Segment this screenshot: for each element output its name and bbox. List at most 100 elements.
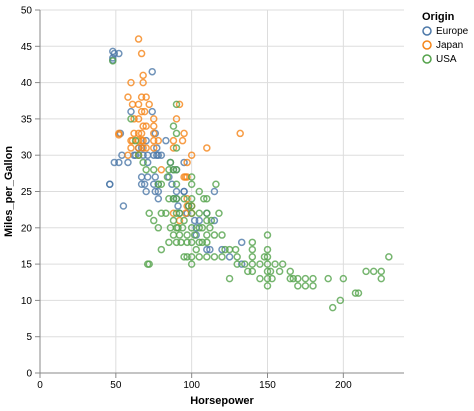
legend-label-japan: Japan	[436, 40, 463, 51]
data-point-europe	[119, 202, 128, 210]
data-point-usa	[203, 231, 211, 239]
data-point-usa	[385, 253, 393, 261]
data-point-usa	[221, 245, 229, 254]
data-point-usa	[244, 267, 252, 276]
data-point-europe	[210, 187, 219, 196]
x-tick-label: 50	[110, 380, 122, 391]
data-point-usa	[183, 238, 191, 247]
data-point-usa	[187, 195, 196, 203]
data-point-usa	[169, 195, 178, 203]
data-point-japan	[183, 173, 191, 181]
data-point-usa	[260, 253, 269, 261]
data-point-japan	[127, 144, 135, 152]
data-point-europe	[127, 107, 135, 116]
data-point-europe	[143, 158, 152, 167]
data-point-usa	[263, 245, 272, 254]
data-point-europe	[174, 202, 182, 210]
data-point-japan	[183, 195, 191, 203]
y-tick-label: 30	[21, 151, 33, 162]
data-point-usa	[198, 224, 207, 232]
data-point-usa	[218, 253, 226, 261]
data-point-usa	[377, 267, 385, 276]
data-point-japan	[139, 136, 147, 145]
data-point-usa	[207, 216, 216, 225]
data-point-japan	[150, 115, 158, 123]
data-point-usa	[195, 187, 203, 196]
data-point-usa	[172, 195, 181, 203]
data-point-japan	[169, 136, 178, 145]
data-point-usa	[178, 224, 187, 232]
data-point-usa	[212, 180, 220, 188]
x-tick-label: 150	[259, 380, 276, 391]
data-point-usa	[187, 260, 196, 268]
data-point-usa	[172, 100, 181, 109]
data-point-japan	[150, 129, 158, 138]
data-point-usa	[294, 282, 302, 290]
data-point-usa	[289, 274, 298, 283]
data-point-japan	[115, 129, 123, 138]
data-point-usa	[210, 231, 219, 239]
data-point-europe	[237, 260, 246, 268]
data-point-japan	[134, 129, 143, 138]
data-point-europe	[124, 158, 132, 167]
data-point-usa	[195, 224, 203, 232]
data-point-japan	[142, 93, 150, 101]
data-point-usa	[165, 165, 173, 174]
data-point-usa	[275, 267, 284, 276]
data-point-usa	[377, 274, 385, 283]
data-point-japan	[134, 136, 143, 145]
data-point-usa	[206, 224, 214, 232]
data-point-europe	[195, 216, 203, 225]
y-axis-title: Miles_per_Gallon	[3, 146, 15, 237]
data-point-usa	[169, 165, 178, 174]
data-point-usa	[109, 57, 117, 65]
data-point-europe	[139, 151, 147, 159]
data-point-usa	[271, 260, 279, 268]
data-point-europe	[153, 144, 161, 152]
data-point-usa	[145, 260, 153, 268]
data-point-usa	[301, 282, 310, 290]
data-point-usa	[192, 245, 200, 254]
data-point-europe	[140, 180, 149, 188]
data-points	[106, 35, 393, 312]
data-point-japan	[127, 78, 135, 87]
data-point-usa	[175, 231, 184, 239]
data-point-japan	[134, 100, 143, 109]
data-point-usa	[278, 260, 287, 268]
data-point-usa	[195, 209, 203, 218]
data-point-japan	[183, 158, 191, 167]
data-point-japan	[134, 144, 143, 152]
y-tick-label: 25	[21, 187, 33, 198]
data-point-europe	[237, 238, 246, 247]
y-tick-label: 35	[21, 114, 33, 125]
data-point-europe	[172, 187, 181, 196]
data-point-usa	[263, 260, 272, 268]
data-point-europe	[168, 180, 176, 188]
data-point-usa	[241, 260, 249, 268]
data-point-usa	[309, 274, 317, 283]
data-point-usa	[256, 274, 264, 283]
data-point-usa	[248, 238, 257, 247]
data-point-usa	[172, 180, 181, 188]
data-point-usa	[231, 245, 240, 254]
data-point-europe	[157, 151, 166, 159]
data-point-usa	[324, 274, 332, 283]
data-point-europe	[142, 136, 150, 145]
data-point-usa	[187, 224, 196, 232]
data-point-japan	[130, 115, 138, 123]
data-point-usa	[180, 216, 188, 225]
data-point-japan	[178, 136, 187, 145]
x-axis-ticks: 0 50 100 150 200	[37, 373, 352, 391]
data-point-usa	[203, 195, 211, 203]
data-point-usa	[286, 274, 294, 283]
data-point-usa	[184, 202, 193, 210]
data-point-usa	[165, 238, 173, 247]
data-point-usa	[172, 165, 181, 174]
data-point-japan	[180, 129, 188, 138]
x-axis-title: Horsepower	[190, 395, 254, 407]
data-point-usa	[301, 274, 310, 283]
data-point-usa	[218, 231, 226, 239]
data-point-usa	[145, 209, 153, 218]
data-point-usa	[187, 209, 196, 218]
data-point-usa	[225, 274, 234, 283]
